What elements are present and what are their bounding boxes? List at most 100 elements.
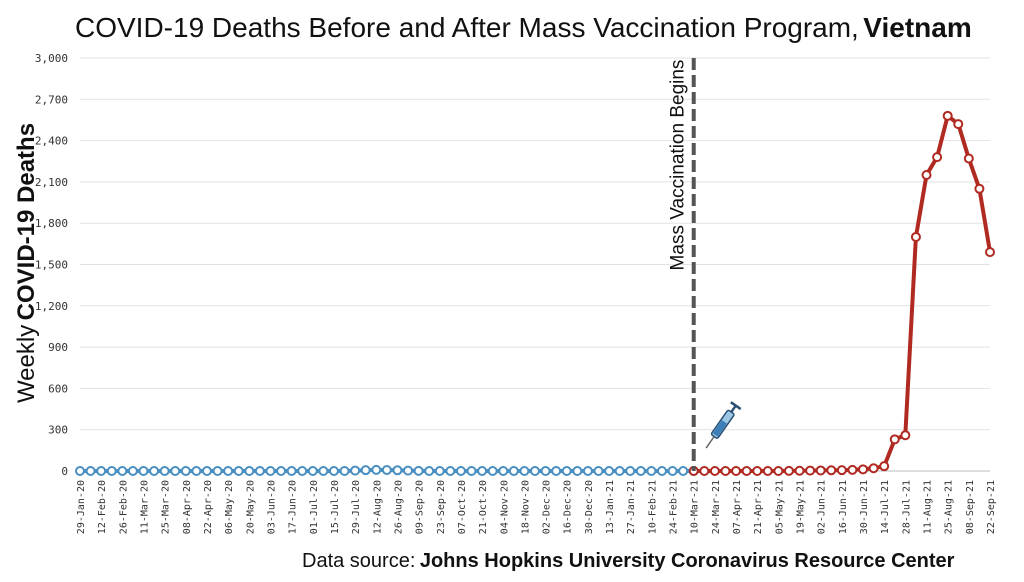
data-point bbox=[392, 465, 403, 476]
vaccination-marker-label: Mass Vaccination Begins bbox=[668, 60, 689, 271]
x-tick-label: 26-Feb-20 bbox=[118, 480, 129, 534]
data-point bbox=[646, 466, 657, 476]
data-point bbox=[963, 153, 974, 164]
x-tick-label: 01-Jul-20 bbox=[309, 480, 320, 534]
x-tick-label: 11-Mar-20 bbox=[139, 480, 150, 534]
data-point bbox=[159, 466, 170, 476]
data-point bbox=[424, 466, 435, 476]
data-point bbox=[604, 466, 615, 476]
x-tick-label: 07-Apr-21 bbox=[732, 480, 743, 534]
data-point bbox=[180, 466, 191, 476]
y-tick-label: 2,100 bbox=[35, 176, 68, 189]
data-point bbox=[434, 466, 445, 476]
x-tick-label: 12-Aug-20 bbox=[372, 480, 383, 534]
x-tick-label: 14-Jul-21 bbox=[880, 480, 891, 534]
data-point bbox=[540, 466, 551, 476]
series-points bbox=[75, 110, 995, 476]
data-point bbox=[360, 465, 371, 476]
data-point bbox=[328, 466, 339, 476]
x-tick-label: 09-Sep-20 bbox=[415, 480, 426, 534]
data-point bbox=[381, 465, 392, 476]
y-axis: 0 300 600 900 1,200 1,500 1,800 2,100 2,400 2,700… bbox=[35, 52, 68, 478]
data-point bbox=[731, 466, 742, 476]
data-point bbox=[371, 464, 382, 475]
data-point bbox=[699, 466, 710, 476]
data-point bbox=[900, 430, 911, 441]
data-point bbox=[709, 466, 720, 476]
x-tick-label: 23-Sep-20 bbox=[436, 480, 447, 534]
data-point bbox=[826, 465, 837, 476]
data-point bbox=[477, 466, 488, 476]
y-tick-label: 0 bbox=[61, 465, 68, 478]
x-tick-label: 26-Aug-20 bbox=[393, 480, 404, 534]
x-tick-label: 18-Nov-20 bbox=[520, 480, 531, 534]
series-lines bbox=[80, 113, 992, 473]
data-point bbox=[794, 465, 805, 476]
data-point bbox=[318, 466, 329, 476]
x-tick-label: 05-May-21 bbox=[774, 480, 785, 534]
data-point bbox=[582, 466, 593, 476]
y-axis-label: Weekly COVID-19 Deaths bbox=[13, 123, 40, 403]
gridlines bbox=[80, 57, 990, 472]
data-point bbox=[254, 466, 265, 476]
x-tick-label: 10-Mar-21 bbox=[690, 480, 701, 534]
x-tick-label: 21-Apr-21 bbox=[753, 480, 764, 534]
y-tick-label: 1,200 bbox=[35, 300, 68, 313]
x-tick-label: 21-Oct-20 bbox=[478, 480, 489, 534]
data-point bbox=[530, 466, 540, 476]
data-point bbox=[297, 466, 308, 476]
data-point bbox=[413, 465, 424, 476]
data-point bbox=[889, 434, 900, 445]
data-point bbox=[286, 466, 297, 476]
data-point bbox=[276, 466, 287, 476]
data-point bbox=[773, 466, 784, 476]
data-point bbox=[96, 466, 107, 476]
data-point bbox=[836, 465, 847, 476]
x-tick-label: 24-Mar-21 bbox=[711, 480, 722, 534]
data-point bbox=[910, 231, 921, 242]
x-tick-label: 11-Aug-21 bbox=[923, 480, 934, 534]
vaccination-annotation: Mass Vaccination Begins bbox=[668, 58, 742, 471]
data-point bbox=[307, 466, 318, 476]
data-point bbox=[127, 466, 138, 476]
data-point bbox=[350, 465, 361, 476]
x-tick-label: 16-Dec-20 bbox=[563, 480, 574, 534]
x-tick-label: 12-Feb-20 bbox=[97, 480, 108, 534]
x-tick-label: 08-Apr-20 bbox=[182, 480, 193, 534]
x-tick-label: 29-Jul-20 bbox=[351, 480, 362, 534]
y-tick-label: 2,400 bbox=[35, 135, 68, 148]
y-tick-label: 1,800 bbox=[35, 217, 68, 230]
data-point bbox=[985, 247, 995, 258]
x-tick-label: 25-Mar-20 bbox=[161, 480, 172, 534]
data-point bbox=[741, 466, 752, 476]
data-point bbox=[149, 466, 160, 476]
data-point bbox=[815, 465, 826, 476]
x-tick-label: 17-Jun-20 bbox=[288, 480, 299, 534]
x-tick-label: 02-Dec-20 bbox=[542, 480, 553, 534]
data-point bbox=[498, 466, 509, 476]
data-point bbox=[720, 466, 731, 476]
data-point bbox=[783, 465, 794, 476]
data-point bbox=[339, 466, 350, 476]
x-tick-label: 02-Jun-21 bbox=[817, 480, 828, 534]
data-point bbox=[223, 466, 234, 476]
data-point bbox=[138, 466, 149, 476]
data-point bbox=[508, 466, 519, 476]
y-tick-label: 1,500 bbox=[35, 259, 68, 272]
x-tick-label: 22-Apr-20 bbox=[203, 480, 214, 534]
data-point bbox=[953, 119, 964, 130]
y-tick-label: 3,000 bbox=[35, 52, 68, 65]
data-point bbox=[667, 466, 678, 476]
x-tick-label: 15-Jul-20 bbox=[330, 480, 341, 534]
data-point bbox=[117, 466, 128, 476]
data-point bbox=[75, 466, 85, 476]
data-point bbox=[921, 170, 932, 181]
data-point bbox=[244, 466, 255, 476]
data-point bbox=[403, 465, 414, 476]
x-tick-label: 07-Oct-20 bbox=[457, 480, 468, 534]
data-source: Data source: Johns Hopkins University Co… bbox=[302, 550, 955, 572]
x-tick-label: 25-Aug-21 bbox=[944, 480, 955, 534]
y-tick-label: 300 bbox=[48, 424, 68, 437]
data-point bbox=[455, 466, 466, 476]
